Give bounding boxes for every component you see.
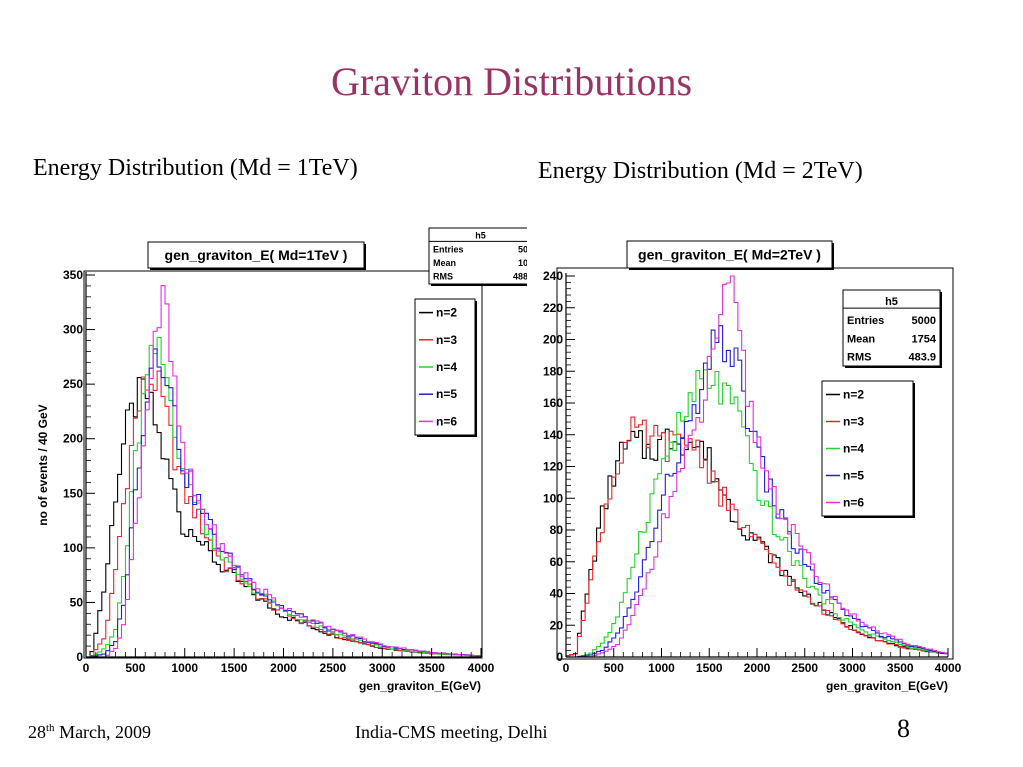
y-axis-label: no of events / 40 GeV: [36, 404, 50, 525]
legend-label: n=4: [843, 442, 864, 456]
title-box: [626, 240, 833, 269]
y-tick-label: 200: [543, 333, 563, 347]
legend-label: n=5: [843, 469, 864, 483]
y-tick-label: 120: [543, 460, 563, 474]
y-tick-label: 200: [63, 432, 83, 446]
stats-value: 483.9: [908, 351, 936, 363]
legend-label: n=5: [436, 387, 457, 401]
y-tick-label: 140: [543, 428, 563, 442]
footer-date-rest: March, 2009: [54, 722, 152, 742]
chart-panel-2: 0 500 1000 1500 2000 2500 3000 3500 4000 0 20 40 60 8…: [515, 240, 962, 693]
stats-title: h5: [885, 296, 898, 308]
x-tick-label: 0: [83, 661, 90, 675]
series-line-n4: [566, 369, 948, 658]
x-tick-label: 2500: [791, 661, 818, 675]
x-tick-label: 2500: [320, 661, 347, 675]
x-tick-label: 1000: [648, 661, 675, 675]
stats-label: RMS: [847, 351, 871, 363]
y-axis-label: no of events / 40 GeV: [515, 312, 529, 433]
subtitle-left: Energy Distribution (Md = 1TeV): [33, 155, 358, 181]
y-tick-label: 300: [63, 323, 83, 337]
footer-meeting: India-CMS meeting, Delhi: [355, 722, 548, 742]
x-tick-label: 0: [563, 661, 570, 675]
stats-label: Entries: [847, 315, 884, 327]
x-tick-label: 500: [604, 661, 624, 675]
x-tick-label: 4000: [468, 661, 495, 675]
x-tick-label: 1000: [171, 661, 198, 675]
x-tick-label: 2000: [744, 661, 771, 675]
y-tick-label: 160: [543, 396, 563, 410]
stats-box: [428, 227, 527, 285]
legend-label: n=6: [843, 496, 864, 510]
y-tick-label: 180: [543, 364, 563, 378]
footer-date-day: 28: [28, 722, 46, 742]
y-tick-label: 60: [550, 555, 564, 569]
y-tick-label: 100: [543, 491, 563, 505]
series-line-n6: [86, 285, 481, 658]
x-tick-label: 3000: [839, 661, 866, 675]
y-tick-label: 100: [63, 541, 83, 555]
stats-value: 488: [513, 271, 528, 281]
legend-label: n=4: [436, 360, 457, 374]
chart-panel-1: 0 500 1000 1500 2000 2500 3000 3500 4000 0 50 100 15…: [36, 227, 528, 693]
stats-title: h5: [475, 230, 486, 240]
page-number: 8: [897, 714, 910, 743]
x-tick-label: 3500: [418, 661, 445, 675]
stats-label: Entries: [433, 245, 464, 255]
y-tick-label: 0: [556, 650, 563, 664]
y-tick-label: 220: [543, 301, 563, 315]
stats-label: Mean: [847, 333, 875, 345]
y-tick-label: 250: [63, 377, 83, 391]
y-tick-label: 20: [550, 618, 564, 632]
legend-label: n=3: [843, 415, 864, 429]
x-tick-label: 500: [125, 661, 145, 675]
legend-label: n=2: [436, 306, 457, 320]
y-tick-label: 0: [76, 650, 83, 664]
title-box: [147, 241, 365, 269]
chart-title: gen_graviton_E( Md=2TeV ): [638, 247, 821, 263]
x-tick-label: 1500: [696, 661, 723, 675]
stats-value: 5000: [912, 315, 936, 327]
series-line-n5: [566, 325, 948, 658]
y-tick-label: 40: [550, 587, 564, 601]
y-tick-label: 150: [63, 486, 83, 500]
y-tick-label: 240: [543, 269, 563, 283]
x-tick-label: 3000: [369, 661, 396, 675]
chart-title: gen_graviton_E( Md=1TeV ): [165, 247, 348, 263]
x-axis-label: gen_graviton_E(GeV): [359, 679, 481, 693]
stats-label: RMS: [433, 271, 453, 281]
legend-label: n=6: [436, 414, 457, 428]
y-tick-label: 50: [70, 595, 84, 609]
footer-date-suffix: th: [46, 722, 55, 734]
stats-value: 50: [518, 245, 528, 255]
series-line-n6: [566, 275, 948, 658]
subtitle-right: Energy Distribution (Md = 2TeV): [538, 158, 863, 184]
series-line-n3: [566, 416, 948, 657]
x-tick-label: 3500: [887, 661, 914, 675]
x-axis-label: gen_graviton_E(GeV): [826, 679, 948, 693]
stats-value: 1754: [912, 333, 937, 345]
x-tick-label: 4000: [935, 661, 962, 675]
legend-label: n=3: [436, 333, 457, 347]
slide-title: Graviton Distributions: [330, 59, 693, 104]
x-tick-label: 2000: [270, 661, 297, 675]
footer-date: 28th March, 2009: [28, 722, 151, 743]
stats-label: Mean: [433, 258, 456, 268]
series-line-n4: [86, 337, 481, 658]
y-tick-label: 80: [550, 523, 564, 537]
y-tick-label: 350: [63, 268, 83, 282]
legend-label: n=2: [843, 388, 864, 402]
stats-box: [842, 289, 941, 367]
stats-value: 10: [518, 258, 528, 268]
x-tick-label: 1500: [221, 661, 248, 675]
